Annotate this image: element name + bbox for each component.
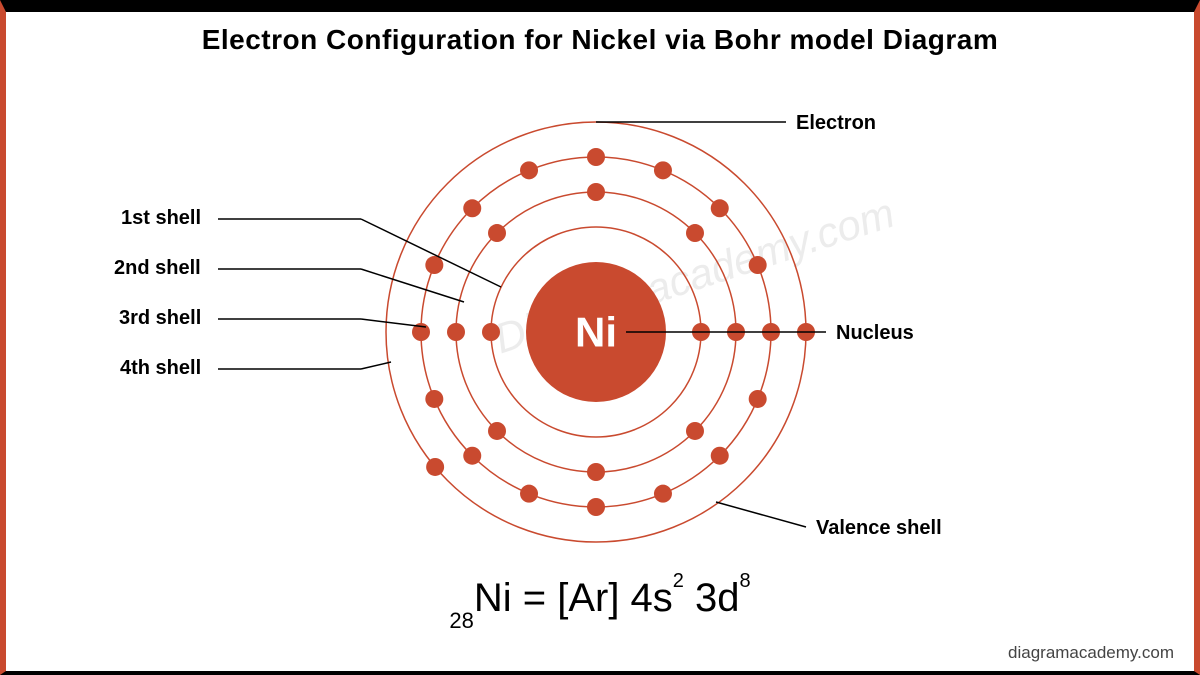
page-title: Electron Configuration for Nickel via Bo… — [6, 12, 1194, 56]
config-orb1: 4s — [619, 576, 672, 620]
config-noble-open: [ — [557, 576, 568, 620]
config-equals: = — [512, 576, 558, 620]
label-shell4: 4th shell — [120, 357, 201, 380]
label-electron: Electron — [796, 112, 876, 135]
config-noble: Ar — [568, 576, 608, 620]
bohr-diagram: Ni 1st shell 2nd shell 3rd shell 4th she… — [6, 87, 1194, 567]
label-shell3: 3rd shell — [119, 307, 201, 330]
label-shell2: 2nd shell — [114, 257, 201, 280]
config-orb2: 3d — [684, 576, 740, 620]
config-symbol: Ni — [474, 576, 512, 620]
atomic-number: 28 — [449, 608, 473, 633]
svg-text:Ni: Ni — [575, 309, 617, 356]
label-nucleus: Nucleus — [836, 322, 914, 345]
electron-configuration: 28Ni = [Ar] 4s2 3d8 — [6, 576, 1194, 626]
config-noble-close: ] — [608, 576, 619, 620]
label-shell1: 1st shell — [121, 207, 201, 230]
label-valence: Valence shell — [816, 517, 942, 540]
watermark-text: diagramacademy.com — [1008, 643, 1174, 663]
config-sup1: 2 — [673, 570, 684, 592]
config-sup2: 8 — [740, 570, 751, 592]
